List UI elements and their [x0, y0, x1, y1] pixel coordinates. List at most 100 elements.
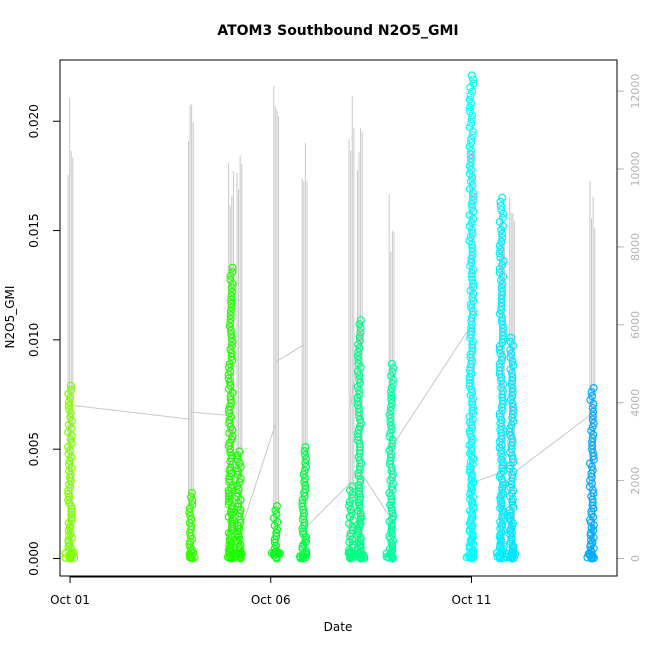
data-point [227, 330, 236, 339]
data-point [498, 260, 507, 269]
data-layer [61, 71, 598, 563]
data-point [467, 138, 476, 147]
data-point [387, 371, 396, 380]
data-point [275, 549, 284, 558]
data-point [465, 236, 474, 245]
data-point [274, 550, 283, 559]
data-point [587, 387, 596, 396]
y2-tick-label: 12000 [629, 74, 642, 109]
data-point [497, 283, 506, 292]
data-point [65, 405, 74, 414]
data-point [467, 99, 476, 108]
data-point [227, 349, 236, 358]
data-point [496, 253, 505, 262]
data-point [355, 371, 364, 380]
data-point [272, 528, 281, 537]
data-point [300, 466, 309, 475]
data-point [588, 501, 597, 510]
data-point [467, 146, 476, 155]
y-axis-title: N2O5_GMI [3, 286, 17, 349]
data-point [66, 529, 75, 538]
data-point [226, 345, 235, 354]
data-point [508, 500, 517, 509]
data-point [346, 486, 355, 495]
data-point [388, 367, 397, 376]
data-point [355, 504, 364, 513]
data-point [467, 134, 476, 143]
data-point [228, 263, 237, 272]
data-point [227, 291, 236, 300]
data-point [226, 318, 235, 327]
data-point [185, 553, 194, 562]
data-point [467, 199, 476, 208]
data-point [348, 494, 357, 503]
data-point [301, 474, 310, 483]
data-point [506, 511, 515, 520]
data-point [226, 271, 235, 280]
data-point [465, 169, 474, 178]
data-point [226, 322, 235, 331]
data-point [61, 549, 70, 558]
plot-frame [59, 59, 618, 577]
data-point [506, 514, 515, 523]
data-point [302, 455, 311, 464]
data-point [355, 336, 364, 345]
data-point [69, 548, 78, 557]
altitude-connector [190, 411, 231, 416]
data-point [587, 523, 596, 532]
data-point [495, 363, 504, 372]
data-point [235, 478, 244, 487]
data-point [224, 494, 233, 503]
data-point [355, 332, 364, 341]
data-point [469, 79, 478, 88]
chart-title: ATOM3 Southbound N2O5_GMI [217, 23, 458, 39]
data-point [386, 406, 395, 415]
data-point [298, 499, 307, 508]
data-point [223, 553, 232, 562]
data-point [508, 376, 517, 385]
data-point [586, 395, 595, 404]
data-point [356, 419, 365, 428]
data-point [388, 375, 397, 384]
data-point [469, 192, 478, 201]
data-point [385, 410, 394, 419]
data-point [508, 384, 517, 393]
y2-tick-label: 10000 [629, 152, 642, 187]
data-point [467, 165, 476, 174]
data-point [588, 411, 597, 420]
data-point [498, 287, 507, 296]
data-point [586, 540, 595, 549]
data-point [354, 340, 363, 349]
data-point [388, 379, 397, 388]
data-point [66, 381, 75, 390]
data-point [387, 395, 396, 404]
data-point [66, 435, 75, 444]
data-point [387, 425, 396, 434]
data-point [228, 287, 237, 296]
data-point [228, 356, 237, 365]
data-point [224, 405, 233, 414]
altitude-connector [275, 344, 305, 363]
data-point [589, 452, 598, 461]
data-point [466, 150, 475, 159]
data-point [355, 375, 364, 384]
data-point [498, 480, 507, 489]
data-point [466, 177, 475, 186]
data-point [67, 516, 76, 525]
data-point [497, 306, 506, 315]
data-point [498, 486, 507, 495]
data-point [468, 196, 477, 205]
altitude-connector [303, 481, 352, 530]
data-point [589, 419, 598, 428]
data-point [588, 434, 597, 443]
data-point [387, 498, 396, 507]
altitude-connector [390, 324, 472, 449]
data-point [493, 552, 502, 561]
data-point [583, 553, 592, 562]
data-point [388, 439, 397, 448]
data-point [589, 383, 598, 392]
data-point [227, 435, 236, 444]
data-point [497, 205, 506, 214]
data-point [508, 372, 517, 381]
data-point [468, 470, 477, 479]
